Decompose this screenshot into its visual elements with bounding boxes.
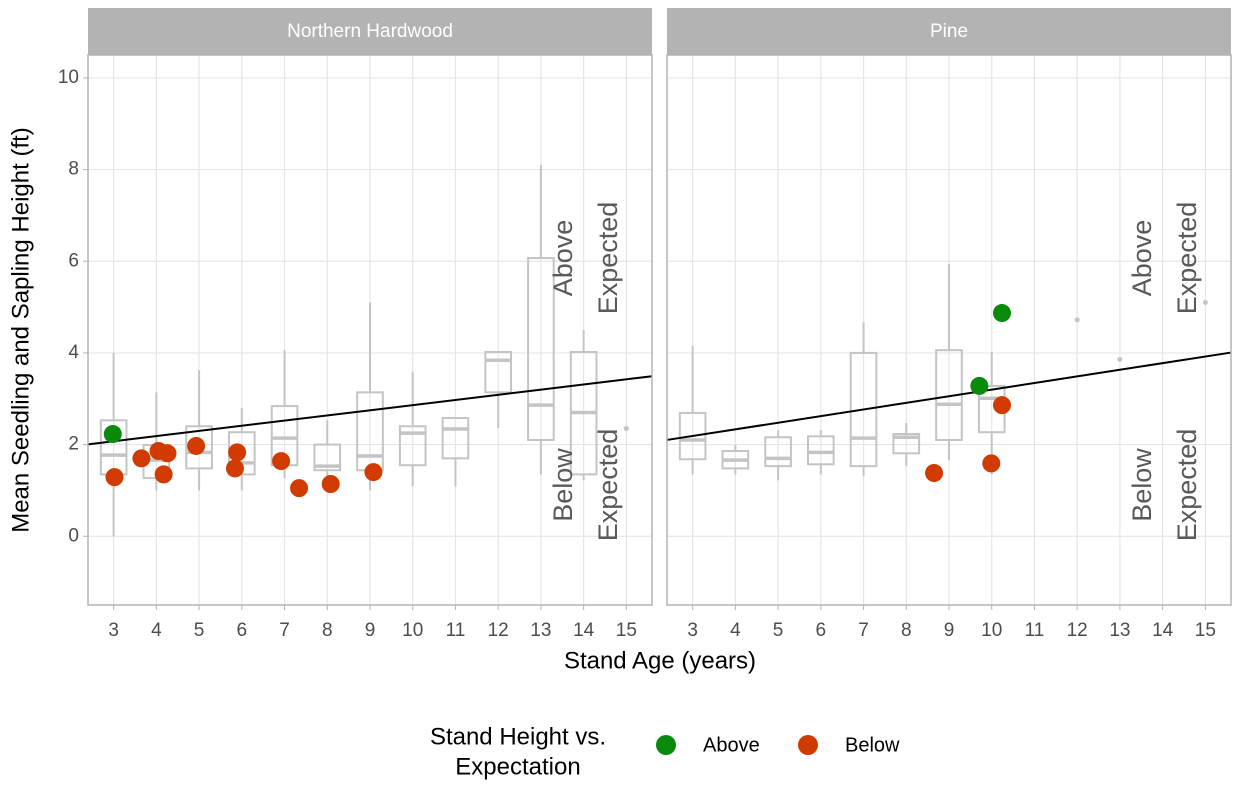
strip-title: Northern Hardwood [287, 21, 453, 42]
x-tick-label: 10 [981, 620, 1002, 641]
point [105, 468, 124, 487]
panel-border [666, 54, 1232, 606]
x-tick-label: 15 [1195, 620, 1216, 641]
box [764, 436, 792, 468]
x-tick-label: 9 [365, 620, 376, 641]
strip [88, 8, 652, 55]
box [807, 435, 835, 466]
point [228, 443, 247, 462]
legend-swatch [798, 735, 818, 755]
point [158, 444, 177, 463]
y-tick-label: 2 [68, 434, 79, 455]
x-tick-label: 3 [108, 620, 119, 641]
point [187, 436, 206, 455]
box [892, 433, 921, 455]
single-point [1117, 356, 1123, 362]
box [398, 425, 427, 467]
strip-title: Pine [930, 21, 968, 42]
box [484, 351, 513, 394]
point [970, 376, 989, 395]
point [272, 452, 291, 471]
x-tick-label: 5 [194, 620, 205, 641]
annotation: Expected [593, 429, 623, 542]
panel-border [87, 54, 653, 606]
x-axis-title: Stand Age (years) [564, 647, 756, 674]
x-tick-label: 14 [573, 620, 595, 641]
legend-title: Stand Height vs. [430, 723, 606, 750]
point [132, 449, 151, 468]
strip [667, 8, 1231, 55]
x-tick-label: 8 [901, 620, 912, 641]
box [185, 425, 213, 470]
y-tick-label: 0 [68, 525, 79, 546]
x-tick-label: 12 [488, 620, 509, 641]
point [154, 465, 173, 484]
point [982, 454, 1001, 473]
x-tick-label: 6 [816, 620, 827, 641]
point [321, 475, 340, 493]
trend-line [87, 375, 653, 446]
x-tick-label: 8 [322, 620, 333, 641]
legend-label: Below [845, 734, 900, 756]
x-tick-label: 13 [530, 620, 551, 641]
x-tick-label: 11 [446, 620, 466, 641]
point [925, 464, 944, 482]
x-tick-label: 13 [1109, 620, 1130, 641]
x-tick-label: 14 [1152, 620, 1174, 641]
point [992, 304, 1011, 323]
point [225, 459, 244, 478]
annotation: Expected [1172, 429, 1202, 542]
x-tick-label: 4 [151, 620, 162, 641]
point [103, 425, 122, 444]
x-tick-label: 10 [402, 620, 423, 641]
point [992, 396, 1011, 415]
y-axis-title: Mean Seedling and Sapling Height (ft) [7, 127, 34, 533]
single-point [1074, 317, 1080, 323]
x-tick-label: 12 [1067, 620, 1088, 641]
box [678, 411, 707, 461]
y-tick-label: 8 [68, 159, 79, 180]
legend-title: Expectation [455, 753, 580, 780]
annotation: Expected [1172, 202, 1202, 315]
annotation: Below [1127, 448, 1157, 522]
annotation: Expected [593, 202, 623, 315]
x-tick-label: 7 [858, 620, 869, 641]
box [313, 443, 342, 472]
x-tick-label: 4 [730, 620, 741, 641]
x-tick-label: 6 [237, 620, 248, 641]
x-tick-label: 7 [279, 620, 290, 641]
point [290, 479, 309, 498]
annotation: Above [1127, 220, 1157, 297]
annotation: Above [548, 220, 578, 297]
single-point [623, 426, 629, 432]
x-tick-label: 5 [773, 620, 784, 641]
point [364, 463, 383, 482]
y-tick-label: 10 [58, 67, 79, 88]
y-tick-label: 4 [68, 342, 79, 363]
legend-label: Above [703, 734, 760, 756]
x-tick-label: 15 [616, 620, 637, 641]
trend-line [666, 351, 1232, 441]
box [849, 351, 878, 468]
box [441, 417, 470, 460]
x-tick-label: 11 [1025, 620, 1045, 641]
y-tick-label: 6 [68, 250, 79, 271]
single-point [1202, 300, 1208, 305]
legend-swatch [656, 735, 676, 755]
annotation: Below [548, 448, 578, 522]
x-tick-label: 3 [687, 620, 698, 641]
box [527, 257, 555, 441]
x-tick-label: 9 [944, 620, 955, 641]
